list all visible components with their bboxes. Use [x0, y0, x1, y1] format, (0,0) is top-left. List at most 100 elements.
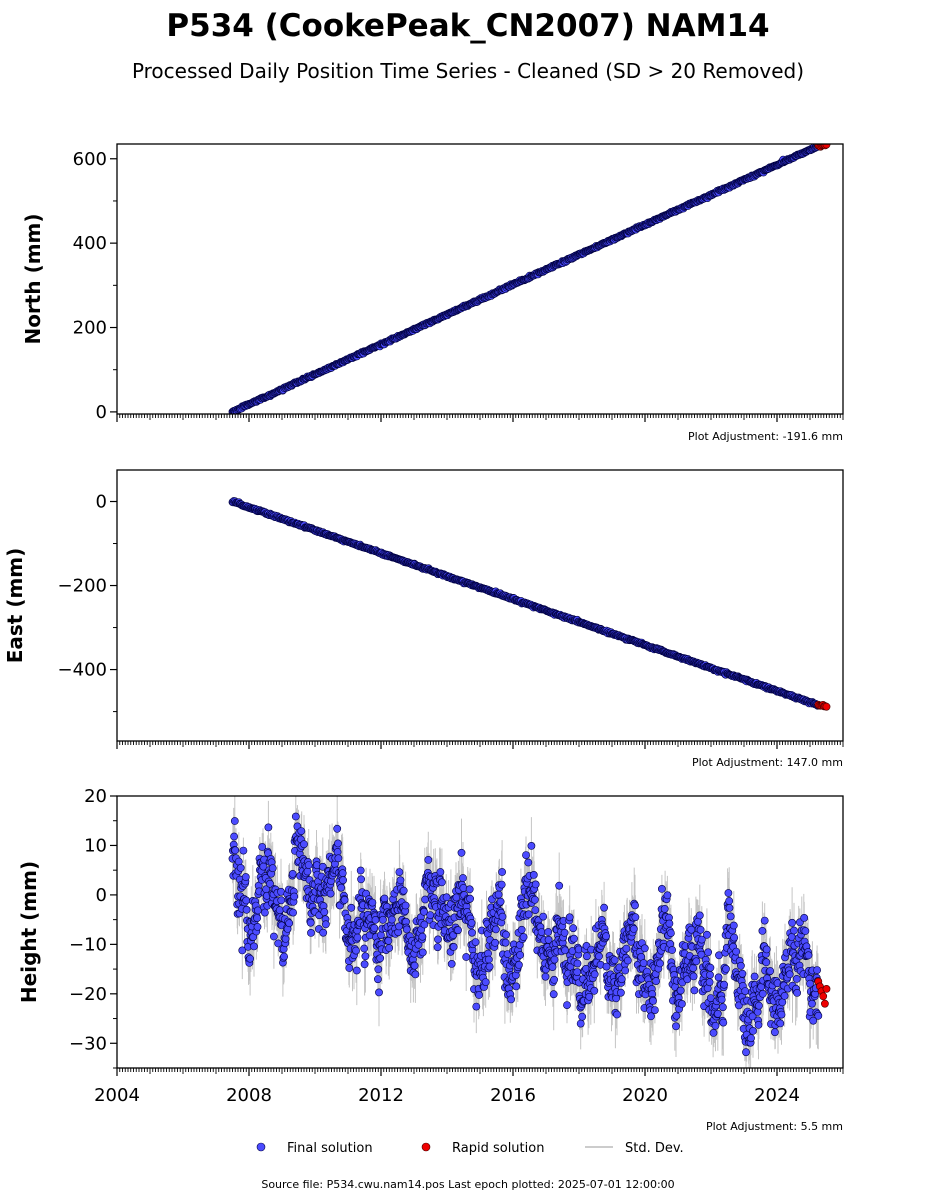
height-final-point [353, 933, 362, 942]
height-final-point [714, 973, 723, 982]
height-final-point [280, 952, 288, 961]
height-final-point [722, 965, 730, 973]
height-final-point [258, 843, 267, 851]
height-final-point [652, 977, 660, 985]
height-final-point [253, 906, 262, 915]
height-final-point [277, 896, 286, 905]
height-final-point [749, 1027, 757, 1035]
height-final-point [307, 929, 315, 937]
height-final-point [665, 919, 674, 928]
height-final-point [527, 842, 536, 850]
height-final-point [447, 960, 456, 968]
height-final-point [804, 951, 813, 960]
height-final-point [570, 934, 578, 943]
height-final-point [384, 936, 393, 945]
legend-rapid-marker [421, 1142, 431, 1152]
height-final-point [678, 1000, 686, 1008]
legend-final-marker [256, 1142, 266, 1152]
height-final-point [377, 931, 385, 939]
height-final-point [501, 938, 510, 947]
height-final-point [352, 946, 360, 955]
height-final-point [610, 956, 619, 964]
height-final-point [651, 1006, 659, 1014]
height-final-point [793, 989, 801, 997]
height-final-point [720, 980, 728, 989]
height-final-point [264, 823, 273, 832]
height-final-point [515, 961, 523, 969]
height-final-point [762, 958, 771, 967]
height-final-point [260, 908, 269, 917]
height-final-point [459, 884, 468, 892]
height-final-point [289, 908, 297, 917]
height-final-point [578, 1012, 587, 1021]
height-final-point [326, 889, 335, 898]
height-final-point [602, 932, 610, 941]
height-final-point [560, 928, 569, 937]
height-final-point [658, 885, 666, 893]
north-ytick-label: 200 [73, 318, 107, 339]
height-final-point [411, 970, 420, 979]
height-final-point [475, 991, 483, 999]
height-final-point [785, 970, 794, 979]
height-final-point [631, 913, 640, 922]
height-final-point [468, 928, 476, 937]
height-final-point [375, 988, 383, 997]
north-ytick-label: 600 [73, 149, 107, 170]
height-final-point [640, 944, 649, 953]
east-ytick-label: −200 [58, 576, 107, 597]
height-final-point [442, 893, 451, 902]
height-final-point [338, 869, 347, 878]
height-final-point [303, 867, 312, 876]
height-final-point [550, 975, 558, 984]
height-final-point [719, 1018, 728, 1027]
height-final-point [424, 856, 433, 864]
height-final-point [333, 824, 342, 833]
height-final-point [462, 953, 471, 961]
height-final-point [732, 947, 741, 956]
height-ytick-label: −30 [69, 1033, 107, 1054]
height-final-point [269, 932, 278, 941]
height-final-point [339, 876, 347, 885]
height-final-point [776, 1019, 785, 1028]
height-final-point [561, 946, 569, 955]
height-final-point [760, 916, 769, 925]
height-final-point [334, 854, 343, 863]
height-final-point [724, 889, 733, 897]
height-final-point [531, 895, 539, 904]
height-final-point [629, 925, 638, 933]
height-final-point [550, 955, 559, 964]
height-final-point [457, 848, 466, 857]
height-final-point [549, 990, 558, 999]
height-final-point [595, 952, 603, 961]
height-final-point [285, 919, 294, 928]
height-final-point [321, 920, 330, 929]
height-final-point [418, 948, 427, 957]
height-final-point [544, 935, 553, 944]
height-final-point [706, 963, 715, 972]
north-panel: 0 200 400 600 North (mm) Plot Adjustment: -… [21, 143, 844, 443]
north-axis-label: North (mm) [21, 213, 45, 344]
height-final-point [573, 968, 582, 976]
height-final-point [300, 840, 308, 849]
height-final-point [385, 944, 394, 952]
height-final-point [420, 907, 428, 916]
height-final-point [719, 1003, 727, 1012]
height-final-point [281, 935, 290, 943]
height-final-point [813, 966, 821, 974]
height-final-point [703, 930, 711, 939]
height-final-point [738, 969, 747, 978]
height-final-point [692, 957, 701, 966]
height-final-point [290, 892, 299, 901]
height-final-point [231, 846, 240, 855]
height-final-point [368, 898, 377, 907]
height-final-point [246, 954, 254, 963]
height-final-point [340, 896, 349, 904]
height-final-point [498, 868, 506, 876]
height-rapid-point [822, 985, 831, 993]
height-final-point [808, 999, 816, 1008]
height-final-point [420, 920, 429, 929]
height-final-point [481, 978, 490, 986]
height-final-point [380, 894, 389, 903]
height-final-point [268, 864, 277, 873]
height-final-point [253, 923, 262, 931]
